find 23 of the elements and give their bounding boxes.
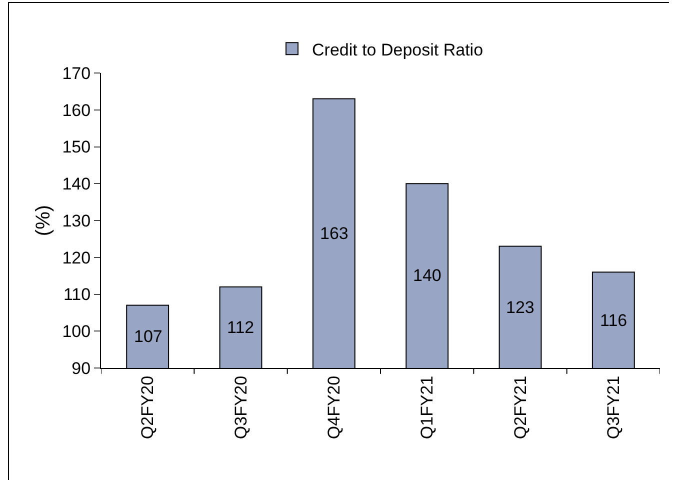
x-tick-label: Q2FY20 xyxy=(138,376,158,440)
y-tick-label: 90 xyxy=(72,358,91,378)
data-label: 123 xyxy=(506,298,534,317)
y-tick-label: 150 xyxy=(62,138,91,157)
y-tick-label: 160 xyxy=(62,100,91,120)
data-label: 107 xyxy=(134,327,162,346)
y-tick-label: 140 xyxy=(62,174,91,194)
y-tick-label: 110 xyxy=(63,285,91,304)
y-axis-title: (%) xyxy=(32,204,55,236)
data-label: 116 xyxy=(600,311,628,330)
x-tick-label: Q1FY21 xyxy=(418,376,437,440)
y-tick-label: 130 xyxy=(62,211,91,230)
x-tick-label: Q3FY20 xyxy=(231,376,250,440)
data-label: 140 xyxy=(413,266,442,285)
legend-label: Credit to Deposit Ratio xyxy=(312,40,484,60)
x-tick-label: Q2FY21 xyxy=(510,376,530,440)
y-tick-label: 100 xyxy=(62,322,91,342)
data-label: 112 xyxy=(227,318,254,337)
y-tick-label: 120 xyxy=(62,248,91,268)
data-label: 163 xyxy=(320,224,348,243)
x-tick-label: Q4FY20 xyxy=(324,376,344,440)
y-tick-label: 170 xyxy=(62,64,91,83)
x-tick-label: Q3FY21 xyxy=(604,376,623,440)
